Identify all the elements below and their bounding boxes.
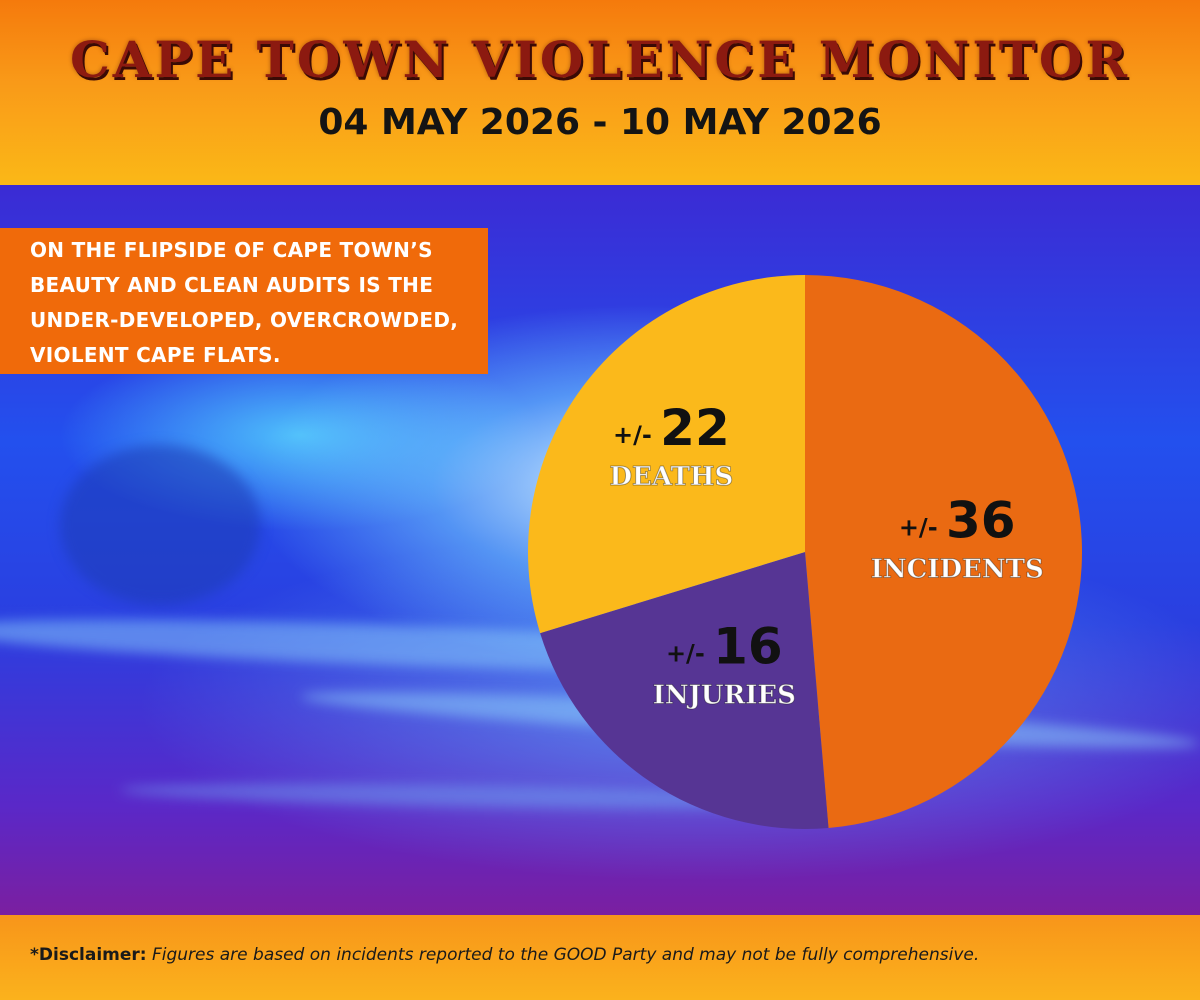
pie-value-injuries: +/- 16 — [666, 617, 783, 675]
pie-label-injuries: +/- 16 INJURIES — [652, 617, 796, 711]
page-title: CAPE TOWN VIOLENCE MONITOR — [69, 30, 1131, 89]
disclaimer-text: Figures are based on incidents reported … — [151, 945, 980, 965]
pie-value-incidents: +/- 36 — [899, 492, 1016, 550]
pie-slice-injuries — [540, 552, 829, 829]
disclaimer-label: *Disclaimer: — [30, 945, 147, 965]
pie-value-deaths: +/- 22 — [613, 399, 730, 457]
pie-slice-incidents — [805, 275, 1082, 829]
pie-category-deaths: DEATHS — [609, 462, 733, 492]
disclaimer: *Disclaimer: Figures are based on incide… — [30, 945, 1180, 965]
pie-label-deaths: +/- 22 DEATHS — [609, 399, 734, 493]
pie-slice-deaths — [528, 275, 805, 634]
pie-category-injuries: INJURIES — [653, 680, 796, 710]
pie-category-incidents: INCIDENTS — [871, 555, 1044, 585]
header-banner: CAPE TOWN VIOLENCE MONITOR 04 MAY 2026 -… — [0, 0, 1200, 185]
footer-banner — [0, 915, 1200, 1000]
pie-label-incidents: +/- 36 INCIDENTS — [870, 492, 1044, 586]
callout-box — [0, 228, 488, 374]
date-range: 04 MAY 2026 - 10 MAY 2026 — [318, 102, 882, 143]
callout-text: ON THE FLIPSIDE OF CAPE TOWN’S BEAUTY AN… — [30, 238, 459, 367]
